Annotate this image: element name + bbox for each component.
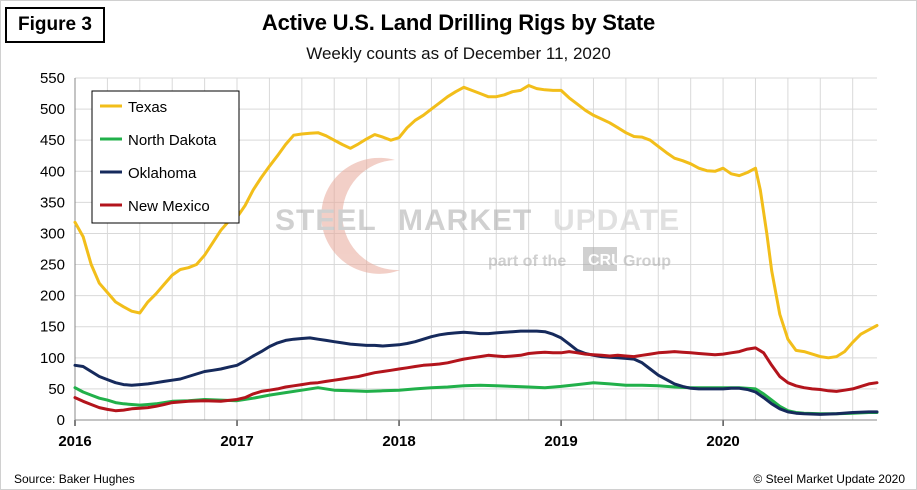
watermark-brand-market: MARKET — [398, 204, 532, 237]
y-tick-label: 0 — [57, 412, 65, 429]
copyright-note: © Steel Market Update 2020 — [753, 472, 905, 486]
figure-label: Figure 3 — [5, 7, 105, 43]
series-layer — [73, 84, 879, 416]
watermark-cru: CRU — [588, 252, 623, 269]
legend: Texas North Dakota Oklahoma New Mexico — [91, 90, 240, 224]
x-tick-label: 2019 — [544, 433, 577, 450]
x-tick-label: 2018 — [382, 433, 415, 450]
y-tick-label: 200 — [40, 288, 65, 305]
watermark-group: Group — [623, 253, 671, 270]
series-line-oklahoma — [73, 329, 879, 416]
series-line-texas — [73, 84, 879, 360]
y-tick-label: 550 — [40, 70, 65, 87]
chart-title: Active U.S. Land Drilling Rigs by State — [261, 10, 656, 35]
watermark-brand-steel: STEEL — [275, 204, 377, 237]
legend-label-new-mexico: New Mexico — [128, 198, 210, 215]
y-tick-label: 500 — [40, 101, 65, 118]
axis-layer: 0 50 100 150 200 250 300 350 400 450 500 550 2016 201… — [40, 70, 877, 450]
series-line-new-mexico — [73, 346, 879, 413]
watermark-crescent-icon — [321, 157, 400, 274]
watermark-brand-update: UPDATE — [553, 204, 680, 237]
series-line-north-dakota — [73, 381, 879, 416]
y-tick-label: 150 — [40, 319, 65, 336]
source-note: Source: Baker Hughes — [14, 472, 135, 486]
x-tick-label: 2017 — [220, 433, 253, 450]
chart-subtitle: Weekly counts as of December 11, 2020 — [306, 44, 611, 63]
watermark-part-of: part of the — [488, 253, 566, 270]
grid-layer — [74, 77, 877, 421]
y-tick-label: 350 — [40, 194, 65, 211]
y-tick-label: 400 — [40, 163, 65, 180]
watermark: STEEL MARKET UPDATE part of the CRU Grou… — [275, 157, 680, 274]
y-tick-label: 50 — [48, 381, 65, 398]
legend-label-oklahoma: Oklahoma — [128, 165, 197, 182]
y-tick-label: 450 — [40, 132, 65, 149]
x-tick-label: 2016 — [58, 433, 91, 450]
y-tick-label: 250 — [40, 257, 65, 274]
x-tick-label: 2020 — [706, 433, 739, 450]
legend-box — [91, 90, 240, 224]
y-tick-label: 300 — [40, 225, 65, 242]
legend-label-north-dakota: North Dakota — [128, 132, 217, 149]
watermark-cru-box — [583, 247, 617, 271]
y-tick-label: 100 — [40, 350, 65, 367]
legend-label-texas: Texas — [128, 99, 167, 116]
